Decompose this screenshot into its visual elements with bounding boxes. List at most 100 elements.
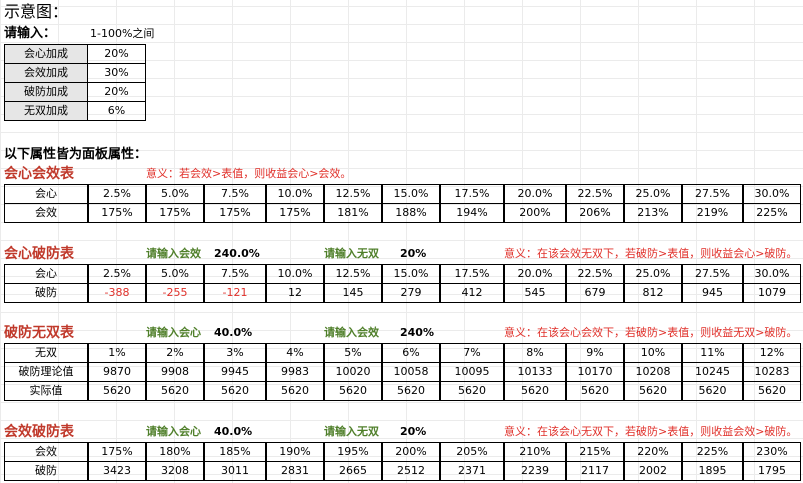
table-2-cell-0-1: 2% — [146, 343, 204, 363]
table-2-cell-1-11: 10283 — [743, 362, 801, 382]
table-2-cell-2-0: 5620 — [88, 381, 146, 401]
table-3-cell-0-0: 175% — [88, 442, 146, 462]
table-3-cell-1-8: 2117 — [566, 461, 624, 481]
table-1-cell-1-9: 812 — [624, 283, 682, 303]
table-2-cell-2-2: 5620 — [204, 381, 266, 401]
table-0-cell-0-7: 20.0% — [504, 184, 566, 204]
table-2-cell-1-10: 10245 — [682, 362, 743, 382]
table-1-input2-label: 请输入无双 — [324, 247, 379, 260]
table-1-cell-0-1: 5.0% — [146, 264, 204, 284]
table-0-cell-0-11: 30.0% — [743, 184, 801, 204]
table-1-cell-1-3: 12 — [266, 283, 324, 303]
table-2-cell-0-4: 5% — [324, 343, 382, 363]
table-2-cell-0-8: 9% — [566, 343, 624, 363]
table-2-cell-0-7: 8% — [504, 343, 566, 363]
input-label: 请输入： — [4, 26, 57, 41]
table-0-cell-0-10: 27.5% — [682, 184, 743, 204]
table-1-cell-1-8: 679 — [566, 283, 624, 303]
input-name-0: 会心加成 — [4, 44, 88, 64]
table-3-cell-0-3: 190% — [266, 442, 324, 462]
input-value-2[interactable]: 20% — [87, 82, 146, 102]
table-1-cell-0-7: 20.0% — [504, 264, 566, 284]
table-3-input2-label: 请输入无双 — [324, 425, 379, 438]
input-name-3: 无双加成 — [4, 101, 88, 121]
table-2-cell-1-0: 9870 — [88, 362, 146, 382]
table-2-cell-0-9: 10% — [624, 343, 682, 363]
table-3-input2-value[interactable]: 20% — [400, 425, 427, 438]
table-3-cell-1-6: 2371 — [440, 461, 504, 481]
table-3-cell-0-4: 195% — [324, 442, 382, 462]
input-value-3[interactable]: 6% — [87, 101, 146, 121]
table-2-cell-2-11: 5620 — [743, 381, 801, 401]
table-2-input1-label: 请输入会心 — [146, 326, 201, 339]
table-2-cell-0-6: 7% — [440, 343, 504, 363]
table-3-row-label-0: 会效 — [4, 442, 88, 462]
table-2-cell-1-6: 10095 — [440, 362, 504, 382]
table-0-cell-1-3: 175% — [266, 203, 324, 223]
table-2-row-label-0: 无双 — [4, 343, 88, 363]
table-2-input2-value[interactable]: 240% — [400, 326, 434, 339]
table-2-cell-2-5: 5620 — [382, 381, 440, 401]
table-0-cell-1-4: 181% — [324, 203, 382, 223]
table-1-cell-0-9: 25.0% — [624, 264, 682, 284]
table-1-cell-0-6: 17.5% — [440, 264, 504, 284]
input-value-1[interactable]: 30% — [87, 63, 146, 83]
table-2-cell-2-1: 5620 — [146, 381, 204, 401]
table-1-cell-1-2: -121 — [204, 283, 266, 303]
table-3-cell-1-7: 2239 — [504, 461, 566, 481]
table-1-cell-1-1: -255 — [146, 283, 204, 303]
table-3-input1-value[interactable]: 40.0% — [214, 425, 253, 438]
table-0-cell-1-5: 188% — [382, 203, 440, 223]
table-0-cell-0-2: 7.5% — [204, 184, 266, 204]
table-2-row-label-1: 破防理论值 — [4, 362, 88, 382]
table-3-row-label-1: 破防 — [4, 461, 88, 481]
table-2-cell-0-10: 11% — [682, 343, 743, 363]
table-3-note: 意义：在该会心无双下，若破防>表值，则收益会效>破防。 — [504, 425, 798, 438]
table-1-input1-value[interactable]: 240.0% — [214, 247, 260, 260]
table-2-cell-1-2: 9945 — [204, 362, 266, 382]
table-1-cell-0-4: 12.5% — [324, 264, 382, 284]
table-0-note: 意义：若会效>表值，则收益会心>会效。 — [146, 167, 352, 180]
table-3-cell-1-4: 2665 — [324, 461, 382, 481]
table-0-cell-1-1: 175% — [146, 203, 204, 223]
table-3-cell-0-5: 200% — [382, 442, 440, 462]
table-1-row-label-0: 会心 — [4, 264, 88, 284]
input-value-0[interactable]: 20% — [87, 44, 146, 64]
table-1-input2-value[interactable]: 20% — [400, 247, 427, 260]
table-3-cell-1-10: 1895 — [682, 461, 743, 481]
table-0-cell-0-9: 25.0% — [624, 184, 682, 204]
table-3-cell-0-7: 210% — [504, 442, 566, 462]
table-1-cell-1-7: 545 — [504, 283, 566, 303]
table-2-cell-1-5: 10058 — [382, 362, 440, 382]
table-2-cell-2-8: 5620 — [566, 381, 624, 401]
table-0-cell-0-4: 12.5% — [324, 184, 382, 204]
table-0-cell-1-8: 206% — [566, 203, 624, 223]
table-2-cell-2-6: 5620 — [440, 381, 504, 401]
table-1-cell-0-10: 27.5% — [682, 264, 743, 284]
table-2-cell-0-0: 1% — [88, 343, 146, 363]
table-2-cell-2-3: 5620 — [266, 381, 324, 401]
table-2-cell-2-7: 5620 — [504, 381, 566, 401]
table-3-cell-1-3: 2831 — [266, 461, 324, 481]
table-1-cell-1-11: 1079 — [743, 283, 801, 303]
table-2-cell-2-10: 5620 — [682, 381, 743, 401]
table-3-cell-1-1: 3208 — [146, 461, 204, 481]
table-3-cell-0-8: 215% — [566, 442, 624, 462]
table-2-cell-1-7: 10133 — [504, 362, 566, 382]
table-2-cell-2-9: 5620 — [624, 381, 682, 401]
table-2-row-label-2: 实际值 — [4, 381, 88, 401]
table-3-cell-1-2: 3011 — [204, 461, 266, 481]
table-3-cell-1-9: 2002 — [624, 461, 682, 481]
table-1-cell-0-2: 7.5% — [204, 264, 266, 284]
table-2-cell-0-11: 12% — [743, 343, 801, 363]
table-title-2: 破防无双表 — [4, 325, 74, 341]
input-name-2: 破防加成 — [4, 82, 88, 102]
table-1-input1-label: 请输入会效 — [146, 247, 201, 260]
table-title-1: 会心破防表 — [4, 246, 74, 262]
table-1-cell-1-10: 945 — [682, 283, 743, 303]
table-2-cell-0-3: 4% — [266, 343, 324, 363]
table-2-input1-value[interactable]: 40.0% — [214, 326, 253, 339]
table-2-cell-2-4: 5620 — [324, 381, 382, 401]
table-2-cell-1-3: 9983 — [266, 362, 324, 382]
